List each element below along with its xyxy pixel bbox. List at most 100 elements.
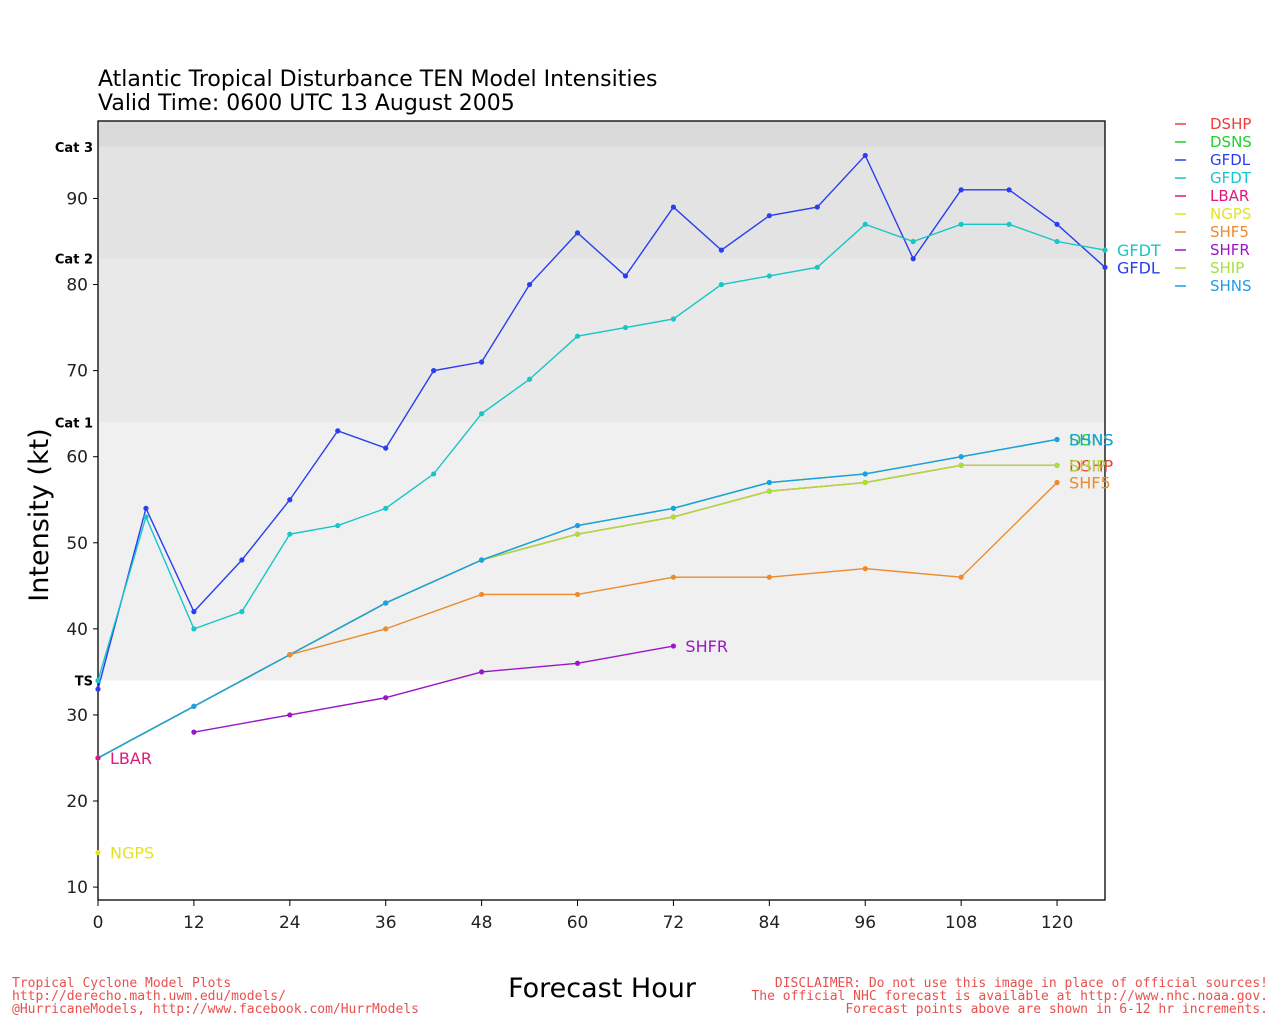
data-point-gfdl <box>1054 221 1060 227</box>
legend-item-gfdt: GFDT <box>1175 169 1252 187</box>
data-point-shf5 <box>574 591 581 598</box>
data-point-gfdl <box>1102 264 1108 270</box>
data-point-lbar <box>95 755 101 761</box>
data-point-gfdl <box>910 256 916 262</box>
data-point-gfdt <box>383 505 389 511</box>
model-series <box>95 152 1108 856</box>
data-point-gfdt <box>958 221 964 227</box>
x-tick-label: 72 <box>663 913 685 933</box>
series-shf5 <box>287 479 1060 658</box>
data-point-ship <box>862 479 868 486</box>
x-tick-label: 36 <box>375 913 397 933</box>
footer-left-line-1: Tropical Cyclone Model Plots <box>12 976 231 991</box>
x-tick-label: 120 <box>1041 913 1073 933</box>
data-point-shfr <box>574 660 581 666</box>
end-label-dsns: DSNS <box>1069 430 1114 449</box>
data-point-gfdt <box>526 376 533 382</box>
x-tick-label: 24 <box>279 913 301 933</box>
legend-item-dshp: DSHP <box>1175 115 1251 133</box>
data-point-gfdt <box>1054 238 1060 245</box>
data-point-gfdl <box>718 247 724 253</box>
data-point-ship <box>670 514 677 520</box>
series-line-gfdl <box>97 154 1106 690</box>
data-point-gfdl <box>479 359 485 365</box>
x-tick-label: 0 <box>93 913 104 933</box>
data-point-gfdl <box>431 368 437 374</box>
end-label-ship: SHIP <box>1069 456 1106 475</box>
series-line-shfr <box>193 645 674 733</box>
x-tick-label: 60 <box>567 913 589 933</box>
footer-right-line-2: The official NHC forecast is available a… <box>751 989 1268 1004</box>
footer-left: Tropical Cyclone Model Plots http://dere… <box>12 976 419 1017</box>
legend-item-ngps: NGPS <box>1175 205 1251 223</box>
end-label-ngps: NGPS <box>110 844 154 863</box>
data-point-shf5 <box>383 626 389 632</box>
data-point-gfdt <box>766 273 772 279</box>
data-point-gfdt <box>574 333 581 339</box>
data-point-gfdt <box>479 411 485 417</box>
data-point-ship <box>958 462 964 468</box>
legend-item-ship: SHIP <box>1175 259 1244 277</box>
data-point-gfdt <box>431 471 437 477</box>
legend-label: DSHP <box>1210 115 1251 133</box>
data-point-shns <box>862 471 868 477</box>
data-point-shf5 <box>862 566 868 572</box>
band-cat-3 <box>98 121 1105 147</box>
data-point-shf5 <box>670 574 677 580</box>
y-tick-label: 70 <box>66 362 88 382</box>
plot-frame <box>97 120 1106 901</box>
y-tick-label: 10 <box>66 878 88 898</box>
y-tick-label: 60 <box>66 448 88 468</box>
data-point-shfr <box>670 643 677 649</box>
band-ts <box>98 422 1105 681</box>
data-point-gfdt <box>1102 247 1108 253</box>
data-point-shns <box>670 505 677 511</box>
data-point-shf5 <box>766 574 772 580</box>
legend-label: SHFR <box>1210 241 1250 259</box>
footer-left-line-2: http://derecho.math.uwm.edu/models/ <box>12 989 286 1004</box>
intensity-band-labels: TS Cat 1 Cat 2 Cat 3 <box>55 141 93 690</box>
footer-right-line-1: DISCLAIMER: Do not use this image in pla… <box>775 976 1268 991</box>
data-point-shns <box>479 557 485 563</box>
data-point-shns <box>191 703 197 709</box>
data-point-gfdl <box>574 230 581 236</box>
data-point-gfdl <box>95 686 101 692</box>
y-axis: 10 20 30 40 50 60 70 80 90 <box>66 189 98 898</box>
data-point-gfdt <box>287 531 293 537</box>
x-axis-title: Forecast Hour <box>508 973 697 1004</box>
data-point-ngps <box>95 850 101 856</box>
y-tick-label: 90 <box>66 189 88 209</box>
data-point-shf5 <box>479 591 485 598</box>
legend-item-gfdl: GFDL <box>1175 151 1251 169</box>
chart-title: Atlantic Tropical Disturbance TEN Model … <box>98 67 657 92</box>
data-point-gfdt <box>814 264 820 270</box>
end-label-dshp: DSHP <box>1069 456 1114 475</box>
data-point-gfdl <box>335 428 341 434</box>
data-point-gfdl <box>287 497 293 503</box>
data-point-gfdl <box>958 187 964 193</box>
footer-right-line-3: Forecast points above are shown in 6-12 … <box>845 1002 1268 1017</box>
end-label-shf5: SHF5 <box>1069 474 1111 493</box>
legend-label: GFDL <box>1210 151 1251 169</box>
x-tick-label: 96 <box>854 913 876 933</box>
x-tick-label: 108 <box>945 913 977 933</box>
end-label-shfr: SHFR <box>685 637 728 656</box>
legend-item-dsns: DSNS <box>1175 133 1252 151</box>
data-point-gfdl <box>814 204 820 210</box>
y-tick-label: 50 <box>66 534 88 554</box>
band-label: Cat 2 <box>55 253 93 268</box>
data-point-gfdl <box>1006 187 1012 193</box>
data-point-gfdl <box>191 609 197 615</box>
x-axis: 0 12 24 36 48 60 72 84 96 108 120 <box>93 900 1073 933</box>
footer-right: DISCLAIMER: Do not use this image in pla… <box>751 976 1268 1017</box>
data-point-shns <box>574 522 581 529</box>
series-ngps <box>95 850 101 856</box>
series-gfdl <box>95 152 1108 692</box>
legend-label: GFDT <box>1210 169 1252 187</box>
data-point-shns <box>383 600 389 606</box>
legend-label: NGPS <box>1210 205 1251 223</box>
data-point-shns <box>958 454 964 460</box>
data-point-shns <box>766 479 772 486</box>
